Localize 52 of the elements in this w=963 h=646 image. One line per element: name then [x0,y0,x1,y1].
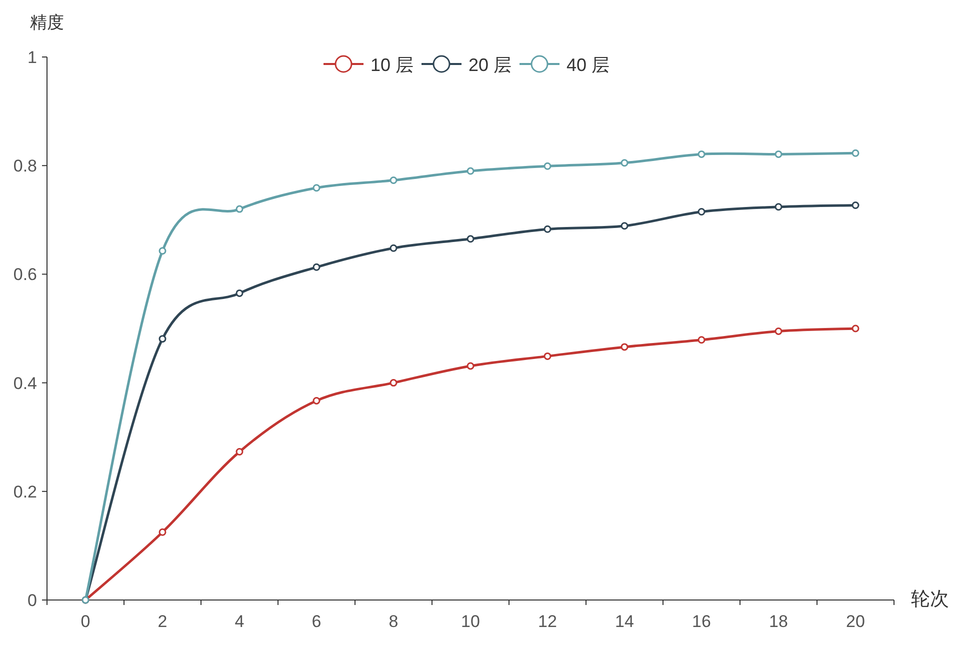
x-axis-title: 轮次 [911,589,949,610]
point [544,225,552,233]
point [158,335,166,343]
point [466,167,474,175]
point [312,184,320,192]
point [852,324,860,332]
point [620,222,628,230]
point [158,528,166,536]
point [698,208,706,216]
point [390,176,398,184]
point [466,235,474,243]
point [852,149,860,157]
legend-label: 20 层 [468,55,512,75]
x-tick-label: 20 [846,612,865,631]
x-tick-label: 12 [538,612,557,631]
point [774,327,782,335]
point [620,159,628,167]
point [312,396,320,404]
point [236,205,244,213]
point [466,362,474,370]
point [390,244,398,252]
point [312,263,320,271]
point [158,247,166,255]
y-tick-label: 1 [28,48,37,67]
x-tick-label: 18 [769,612,788,631]
point [774,150,782,158]
y-axis-title: 精度 [30,13,64,32]
point [620,343,628,351]
point [544,162,552,170]
point [390,379,398,387]
x-tick-label: 6 [312,612,322,631]
x-tick-label: 16 [692,612,711,631]
point [236,448,244,456]
point [544,352,552,360]
point [852,201,860,209]
legend-label: 10 层 [370,55,414,75]
x-tick-label: 14 [615,612,634,631]
point [698,150,706,158]
x-tick-label: 8 [388,612,398,631]
x-tick-label: 2 [158,612,168,631]
y-tick-label: 0.4 [13,374,37,393]
y-tick-label: 0 [28,591,37,610]
y-tick-label: 0.6 [13,265,37,284]
point [774,203,782,211]
point [698,336,706,344]
y-tick-label: 0.8 [13,156,37,176]
x-tick-label: 10 [461,612,480,631]
point [236,289,244,297]
x-tick-label: 0 [80,612,90,631]
y-tick-label: 0.2 [13,482,37,502]
x-tick-label: 4 [234,612,244,631]
legend-label: 40 层 [566,55,610,75]
